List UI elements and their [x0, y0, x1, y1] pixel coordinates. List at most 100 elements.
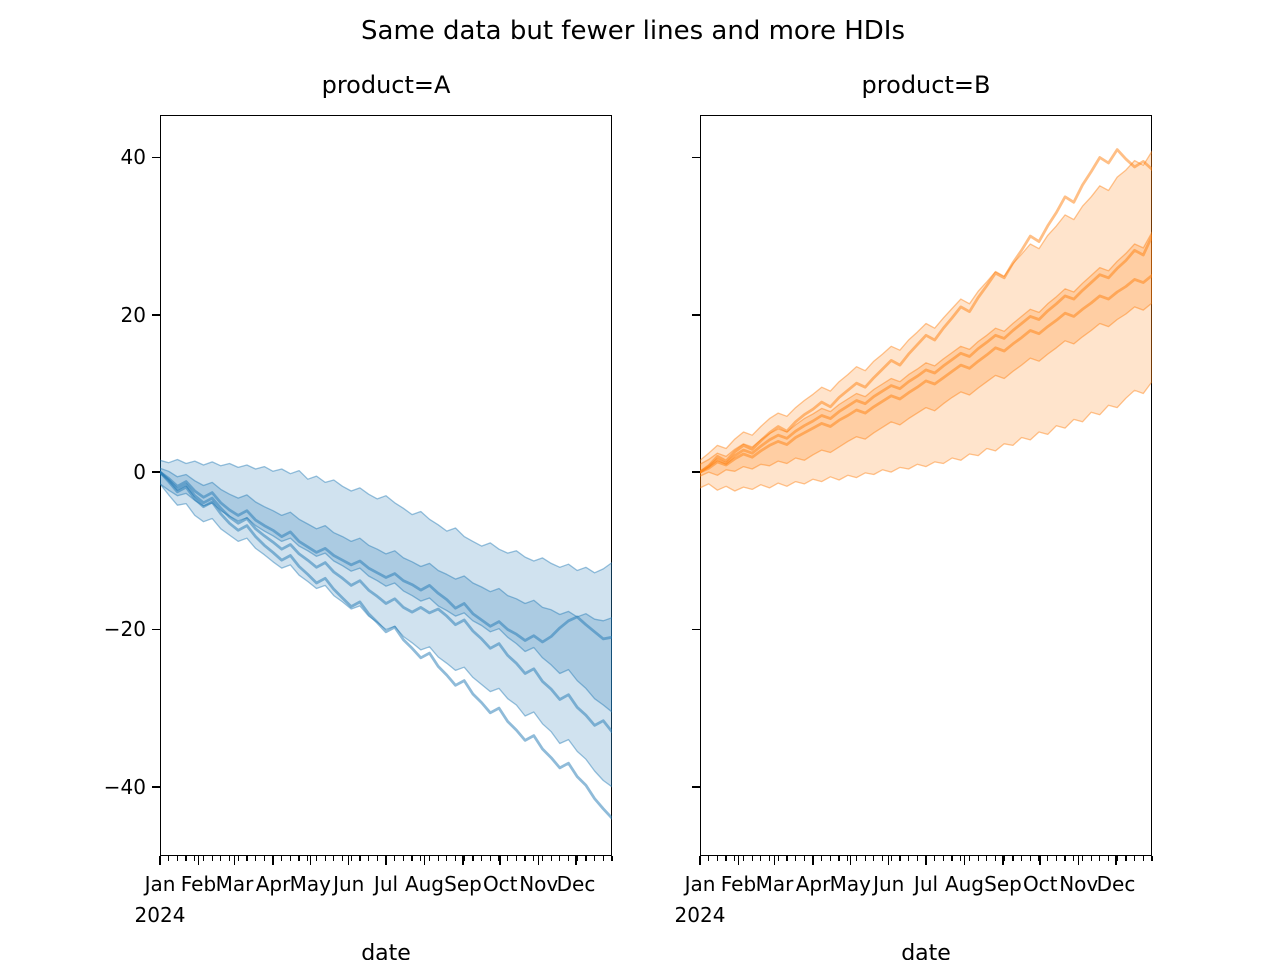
x-minor-tick	[385, 856, 387, 861]
x-major-tick	[1115, 856, 1117, 865]
x-major-tick	[537, 856, 540, 865]
axes-product-a	[160, 115, 612, 856]
x-major-tick	[737, 856, 740, 865]
x-minor-tick	[550, 856, 552, 861]
x-minor-tick	[368, 856, 370, 861]
x-minor-tick	[463, 856, 465, 861]
x-minor-tick	[263, 856, 265, 861]
x-minor-tick	[960, 856, 962, 861]
x-minor-tick	[498, 856, 500, 861]
x-minor-tick	[838, 856, 840, 861]
x-minor-tick	[925, 856, 927, 861]
x-month-label: Jun	[333, 872, 365, 896]
x-month-label: Jun	[873, 872, 905, 896]
x-major-tick	[233, 856, 236, 865]
x-minor-tick	[725, 856, 727, 861]
x-minor-tick	[289, 856, 291, 861]
x-month-label: Dec	[556, 872, 596, 896]
x-minor-tick	[760, 856, 762, 861]
x-minor-tick	[942, 856, 944, 861]
x-major-tick	[575, 856, 577, 865]
x-minor-tick	[402, 856, 404, 861]
y-tick	[152, 156, 160, 159]
y-tick-label: 40	[120, 145, 146, 170]
x-minor-tick	[228, 856, 231, 861]
axes-product-b	[700, 115, 1152, 856]
x-minor-tick	[176, 856, 178, 861]
x-minor-tick	[1021, 856, 1023, 861]
x-minor-tick	[768, 856, 771, 861]
x-minor-tick	[1134, 856, 1136, 861]
x-minor-tick	[341, 856, 344, 861]
x-minor-tick	[202, 856, 205, 861]
x-minor-tick	[986, 856, 988, 861]
y-tick	[692, 314, 700, 316]
x-minor-tick	[1064, 856, 1066, 861]
x-month-label: Jan	[684, 872, 716, 896]
x-minor-tick	[428, 856, 431, 861]
x-minor-tick	[1029, 856, 1031, 861]
x-month-label: Mar	[755, 872, 794, 896]
x-minor-tick	[795, 856, 797, 861]
x-minor-tick	[864, 856, 866, 861]
x-minor-tick	[890, 856, 892, 861]
x-minor-tick	[1081, 856, 1084, 861]
x-minor-tick	[734, 856, 736, 861]
x-minor-tick	[1047, 856, 1049, 861]
x-minor-tick	[1125, 856, 1127, 861]
x-minor-tick	[1038, 856, 1040, 861]
x-month-label: Apr	[795, 872, 831, 896]
x-major-tick	[309, 856, 311, 865]
x-month-label: Aug	[944, 872, 985, 896]
x-minor-tick	[420, 856, 422, 861]
x-month-label: Sep	[984, 872, 1022, 896]
x-minor-tick	[977, 856, 979, 861]
x-minor-tick	[281, 856, 283, 861]
x-minor-tick	[1099, 856, 1101, 861]
x-major-tick	[1077, 856, 1080, 865]
x-minor-tick	[908, 856, 910, 861]
x-minor-tick	[541, 856, 544, 861]
x-minor-tick	[481, 856, 483, 861]
x-minor-tick	[708, 856, 710, 861]
x-minor-tick	[376, 856, 378, 861]
x-major-tick	[887, 856, 890, 865]
x-minor-tick	[1151, 856, 1153, 861]
x-month-label: Feb	[180, 872, 217, 896]
x-month-label: Feb	[720, 872, 757, 896]
x-minor-tick	[602, 856, 604, 861]
x-minor-tick	[533, 856, 535, 861]
x-minor-tick	[350, 856, 352, 861]
year-label: 2024	[134, 903, 186, 927]
x-month-label: May	[829, 872, 871, 896]
x-minor-tick	[873, 856, 875, 861]
y-tick	[692, 786, 700, 788]
x-minor-tick	[324, 856, 326, 861]
year-label: 2024	[674, 903, 726, 927]
x-major-tick	[197, 856, 200, 865]
x-minor-tick	[185, 856, 187, 861]
x-minor-tick	[716, 856, 718, 861]
x-major-tick	[1002, 856, 1004, 865]
y-tick	[692, 471, 700, 473]
x-minor-tick	[994, 856, 997, 861]
y-tick	[152, 628, 160, 631]
x-minor-tick	[515, 856, 517, 861]
x-minor-tick	[855, 856, 858, 861]
x-month-label: Oct	[482, 872, 518, 896]
x-month-label: Jan	[144, 872, 176, 896]
x-major-tick	[423, 856, 426, 865]
y-tick	[692, 156, 700, 159]
y-tick	[152, 786, 160, 788]
x-minor-tick	[951, 856, 953, 861]
x-month-label: Aug	[404, 872, 445, 896]
x-minor-tick	[315, 856, 318, 861]
x-minor-tick	[585, 856, 587, 861]
y-tick	[152, 471, 160, 473]
x-minor-tick	[359, 856, 361, 861]
x-minor-tick	[507, 856, 509, 861]
x-minor-tick	[411, 856, 413, 861]
x-month-label: Mar	[215, 872, 254, 896]
x-major-tick	[849, 856, 851, 865]
